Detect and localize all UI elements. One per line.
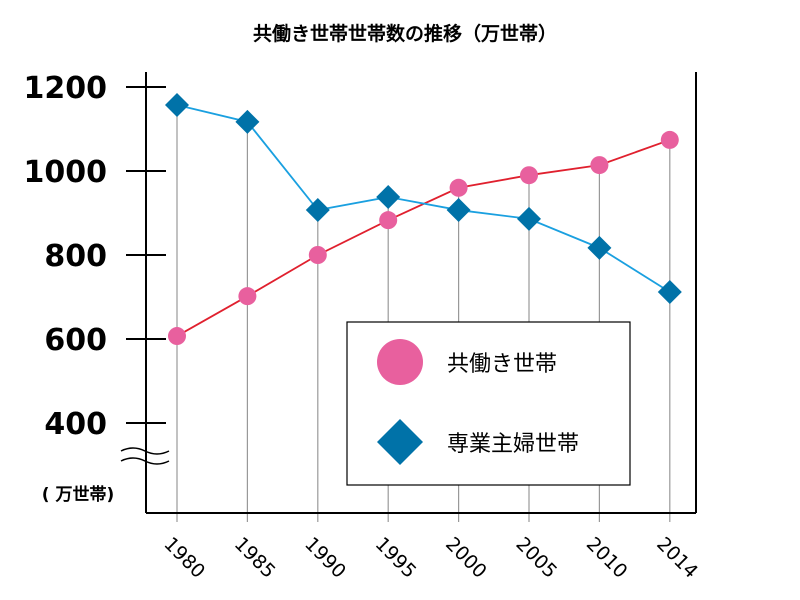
data-point (376, 185, 401, 210)
x-tick-label: 2000 (441, 533, 491, 583)
data-point (446, 198, 471, 223)
data-point (449, 178, 468, 197)
x-tick-label: 1995 (371, 533, 421, 583)
data-point (520, 166, 538, 185)
y-tick-label: 600 (44, 323, 107, 358)
x-tick-label: 2010 (582, 533, 632, 583)
y-tick-label: 800 (44, 239, 107, 274)
data-point (660, 130, 679, 149)
data-point (590, 156, 609, 175)
chart-title: 共働き世帯世帯数の推移（万世帯） (253, 22, 557, 45)
x-tick-label: 1980 (159, 533, 209, 583)
data-point (657, 279, 682, 304)
data-point (168, 327, 186, 346)
data-point (238, 287, 257, 306)
legend-label: 専業主婦世帯 (447, 432, 579, 457)
y-tick-label: 1200 (24, 71, 108, 106)
data-point (379, 211, 398, 230)
x-tick-label: 2005 (511, 533, 561, 583)
x-tick-label: 1990 (300, 533, 350, 583)
y-axis-unit: ( 万世帯) (42, 484, 114, 505)
legend: 共働き世帯 専業主婦世帯 (346, 321, 631, 486)
y-tick-label: 1000 (24, 155, 108, 190)
data-point (587, 235, 612, 260)
data-point (165, 93, 189, 118)
x-tick-label: 1985 (230, 533, 280, 583)
y-tick-label: 400 (44, 407, 107, 442)
x-tick-label: 2014 (652, 533, 702, 583)
data-point (305, 198, 330, 223)
axis-break-icon (120, 447, 170, 465)
legend-label: 共働き世帯 (447, 352, 557, 377)
legend-diamond-icon (377, 419, 423, 465)
data-point (235, 109, 260, 134)
series-line (176, 104, 671, 293)
data-point (308, 246, 327, 264)
data-point (517, 206, 541, 231)
legend-circle-icon (377, 339, 423, 385)
